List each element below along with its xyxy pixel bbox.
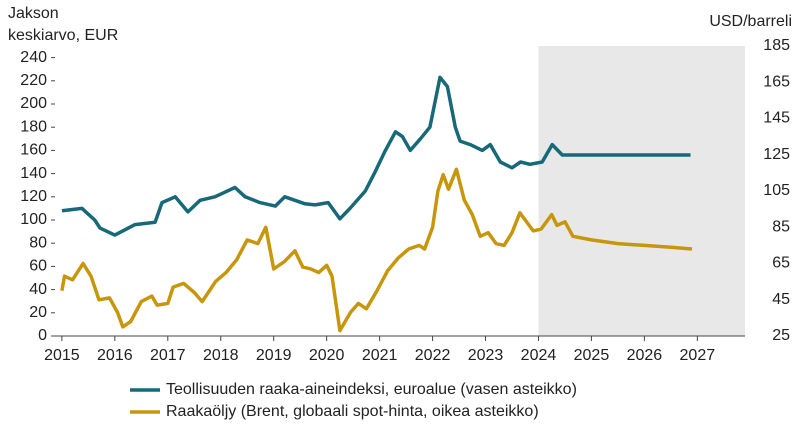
y2-tick-label: 45 bbox=[772, 291, 790, 308]
y-tick-label: 120 bbox=[20, 188, 47, 205]
y-tick-label: 180 bbox=[20, 118, 47, 135]
y2-tick-label: 165 bbox=[763, 73, 790, 90]
y-axis-label: Jakson bbox=[8, 5, 59, 22]
x-tick-label: 2024 bbox=[521, 347, 557, 364]
y-tick-label: 200 bbox=[20, 95, 47, 112]
x-tick-label: 2023 bbox=[468, 347, 504, 364]
y-tick-label: 0 bbox=[38, 327, 47, 344]
y2-tick-label: 125 bbox=[763, 146, 790, 163]
x-tick-label: 2027 bbox=[680, 347, 716, 364]
y-tick-label: 100 bbox=[20, 211, 47, 228]
y-tick-label: 40 bbox=[29, 281, 47, 298]
forecast-shade bbox=[538, 46, 745, 336]
y-tick-label: 240 bbox=[20, 49, 47, 66]
x-tick-label: 2016 bbox=[97, 347, 133, 364]
y2-axis-label: USD/barreli bbox=[709, 13, 792, 30]
y-tick-label: 220 bbox=[20, 72, 47, 89]
x-tick-label: 2015 bbox=[44, 347, 80, 364]
x-tick-label: 2026 bbox=[627, 347, 663, 364]
x-tick-label: 2025 bbox=[574, 347, 610, 364]
y-tick-label: 140 bbox=[20, 165, 47, 182]
y2-tick-label: 65 bbox=[772, 255, 790, 272]
x-tick-label: 2017 bbox=[150, 347, 186, 364]
y-axis-label: keskiarvo, EUR bbox=[8, 27, 118, 44]
x-tick-label: 2019 bbox=[256, 347, 292, 364]
y-tick-label: 20 bbox=[29, 304, 47, 321]
x-tick-label: 2018 bbox=[203, 347, 239, 364]
y2-tick-label: 25 bbox=[772, 327, 790, 344]
y2-tick-label: 105 bbox=[763, 182, 790, 199]
y2-tick-label: 85 bbox=[772, 218, 790, 235]
y2-tick-label: 185 bbox=[763, 37, 790, 54]
legend-label: Teollisuuden raaka-aineindeksi, euroalue… bbox=[166, 381, 577, 398]
series-line bbox=[60, 167, 693, 333]
y-tick-label: 60 bbox=[29, 258, 47, 275]
y2-tick-label: 145 bbox=[763, 110, 790, 127]
x-tick-label: 2020 bbox=[309, 347, 345, 364]
legend-label: Raakaöljy (Brent, globaali spot-hinta, o… bbox=[166, 403, 539, 420]
x-tick-label: 2021 bbox=[362, 347, 398, 364]
y-tick-label: 160 bbox=[20, 142, 47, 159]
series-line bbox=[61, 75, 691, 237]
y-tick-label: 80 bbox=[29, 234, 47, 251]
x-tick-label: 2022 bbox=[415, 347, 451, 364]
